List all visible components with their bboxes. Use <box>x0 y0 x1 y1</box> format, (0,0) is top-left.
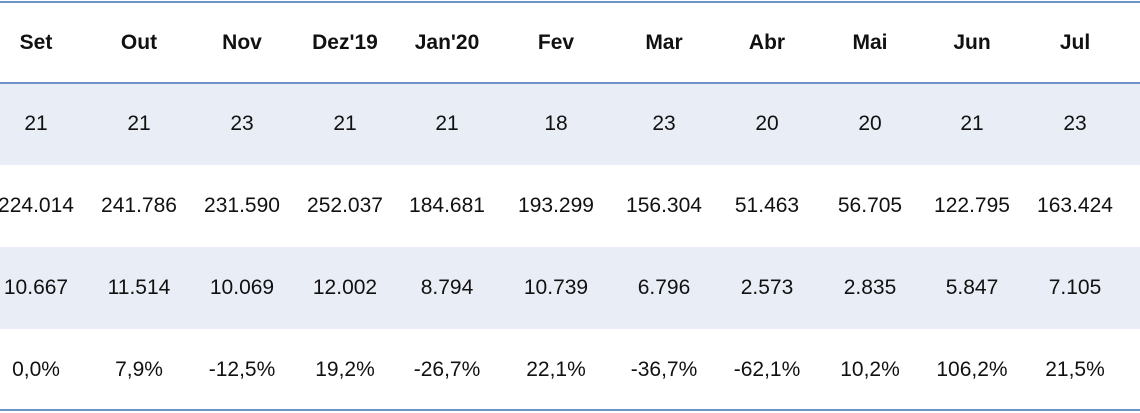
header-cell: Jan'20 <box>414 31 480 54</box>
cell: 10.667 <box>3 276 69 299</box>
header-cell: Set <box>19 31 53 54</box>
table-row: 21 21 23 21 21 18 23 20 20 21 23 <box>0 83 1140 165</box>
header-cell: Out <box>120 31 158 54</box>
cell: 21 <box>435 112 459 135</box>
cell: 5.847 <box>945 276 999 299</box>
header-row: Set Out Nov Dez'19 Jan'20 Fev Mar Abr Mai Jun Jul <box>0 2 1140 84</box>
cell: 21 <box>333 112 357 135</box>
cell: 19,2% <box>315 358 375 381</box>
bottom-rule <box>0 409 1140 411</box>
cell: 23 <box>230 112 254 135</box>
cell: 163.424 <box>1037 194 1113 217</box>
cell: 23 <box>1063 112 1087 135</box>
top-rule <box>0 1 1140 3</box>
cell: 122.795 <box>934 194 1010 217</box>
cell: 10,2% <box>840 358 900 381</box>
table-row: 224.014 241.786 231.590 252.037 184.681 193.2… <box>0 165 1140 247</box>
header-cell: Fev <box>537 31 575 54</box>
header-cell: Jul <box>1059 31 1091 54</box>
header-cell: Mar <box>645 31 683 54</box>
cell: 231.590 <box>204 194 280 217</box>
cell: 7,9% <box>115 358 163 381</box>
cell: 193.299 <box>518 194 594 217</box>
table-row: 10.667 11.514 10.069 12.002 8.794 10.739 6.796… <box>0 247 1140 329</box>
cell: -62,1% <box>733 358 801 381</box>
header-cell: Nov <box>222 31 262 54</box>
cell: 184.681 <box>409 194 485 217</box>
header-cell: Jun <box>953 31 991 54</box>
cell: 10.739 <box>523 276 589 299</box>
cell: 2.835 <box>843 276 897 299</box>
cell: 156.304 <box>626 194 702 217</box>
cell: 2.573 <box>740 276 794 299</box>
cell: 11.514 <box>107 276 171 299</box>
cell: 51.463 <box>734 194 800 217</box>
header-cell: Abr <box>748 31 786 54</box>
cell: 21 <box>960 112 984 135</box>
cell: 20 <box>755 112 779 135</box>
header-rule <box>0 82 1140 84</box>
cell: 241.786 <box>101 194 177 217</box>
cell: 56.705 <box>837 194 903 217</box>
cell: 106,2% <box>936 358 1008 381</box>
cell: 20 <box>858 112 882 135</box>
cell: 224.014 <box>0 194 74 217</box>
cell: -36,7% <box>630 358 698 381</box>
cell: 12.002 <box>312 276 378 299</box>
cell: 21 <box>24 112 48 135</box>
cell: 0,0% <box>12 358 60 381</box>
header-cell: Mai <box>852 31 888 54</box>
cell: -12,5% <box>208 358 276 381</box>
cell: 7.105 <box>1048 276 1102 299</box>
cell: 23 <box>652 112 676 135</box>
cell: 8.794 <box>420 276 474 299</box>
cell: 22,1% <box>526 358 586 381</box>
cell: 21,5% <box>1045 358 1105 381</box>
cell: 6.796 <box>637 276 691 299</box>
cell: -26,7% <box>413 358 481 381</box>
header-cell: Dez'19 <box>312 31 378 54</box>
cell: 18 <box>544 112 568 135</box>
cell: 252.037 <box>307 194 383 217</box>
cell: 21 <box>127 112 151 135</box>
cell: 10.069 <box>209 276 275 299</box>
table-row: 0,0% 7,9% -12,5% 19,2% -26,7% 22,1% -36,7% -62,… <box>0 329 1140 411</box>
